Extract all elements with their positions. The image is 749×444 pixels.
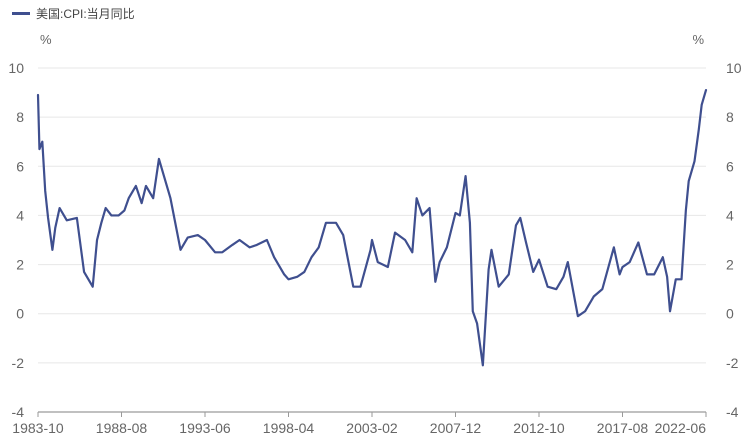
y-tick-label-right: 2 [726,257,734,273]
legend: 美国:CPI:当月同比 [12,4,135,22]
y-tick-label-right: -2 [726,355,739,371]
y-tick-label-left: 0 [16,306,24,322]
y-tick-label-left: 2 [16,257,24,273]
y-tick-label-right: 10 [726,60,742,76]
y-tick-label-left: 10 [8,60,24,76]
y-tick-label-left: -4 [12,404,25,420]
y-tick-label-right: 4 [726,207,734,223]
y-tick-label-left: 4 [16,207,24,223]
x-tick-label: 2017-08 [597,420,649,436]
x-tick-label: 1983-10 [12,420,64,436]
y-tick-label-left: 8 [16,109,24,125]
x-tick-label: 1998-04 [263,420,315,436]
legend-label: 美国:CPI:当月同比 [36,6,135,21]
legend-swatch [12,11,30,15]
y-unit-left: % [40,32,52,47]
x-tick-label: 2012-10 [513,420,565,436]
x-tick-label: 2007-12 [430,420,482,436]
y-tick-label-left: -2 [12,355,25,371]
y-tick-label-right: 6 [726,158,734,174]
x-tick-label: 1988-08 [96,420,148,436]
x-tick-label: 2003-02 [346,420,398,436]
y-tick-label-left: 6 [16,158,24,174]
x-tick-label: 1993-06 [179,420,231,436]
y-tick-label-right: 0 [726,306,734,322]
y-unit-right: % [692,32,704,47]
y-tick-label-right: -4 [726,404,739,420]
cpi-series-line [36,89,708,367]
x-tick-label: 2022-06 [655,420,707,436]
y-tick-label-right: 8 [726,109,734,125]
